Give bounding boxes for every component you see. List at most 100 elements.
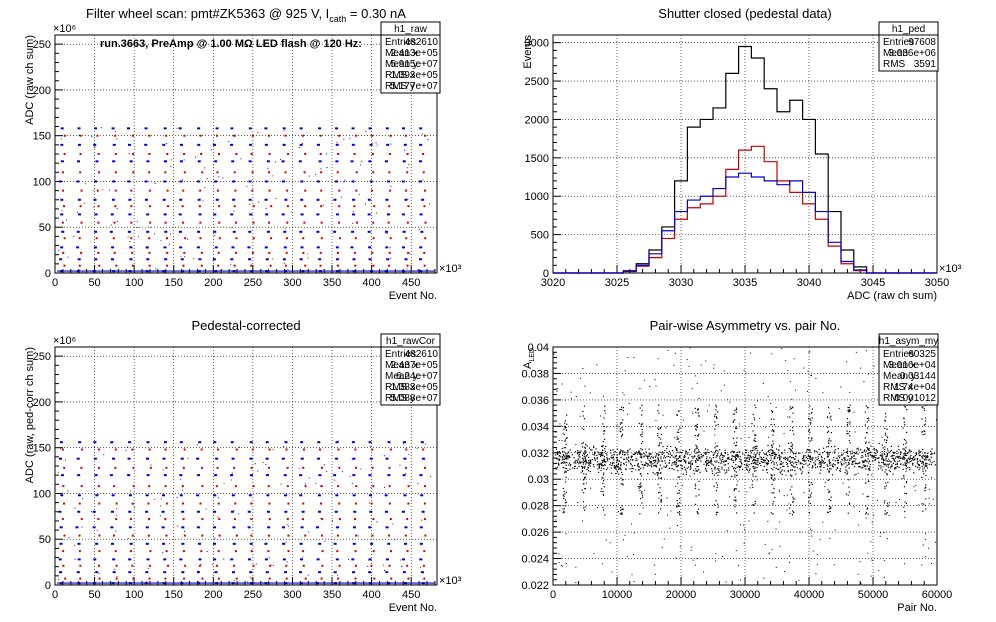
point-blue xyxy=(94,127,98,130)
point-stray xyxy=(233,510,235,512)
point-blue xyxy=(198,441,202,444)
point-stray xyxy=(326,471,328,473)
point-spike xyxy=(658,428,660,430)
point-stray xyxy=(360,468,362,470)
point-blue xyxy=(333,474,337,477)
point-spike xyxy=(827,511,829,513)
point-red xyxy=(302,502,305,505)
point-stray xyxy=(351,483,353,485)
point-spike xyxy=(828,470,830,472)
point-stray xyxy=(195,156,197,158)
point-blue xyxy=(163,571,167,574)
point-sparse xyxy=(921,564,923,566)
point-spike xyxy=(905,492,907,495)
point-spike xyxy=(677,511,679,514)
point-sparse xyxy=(570,398,572,400)
point-blue xyxy=(264,127,268,130)
point-spike xyxy=(713,504,715,506)
point-spike xyxy=(773,501,775,503)
point-spike xyxy=(902,448,904,450)
point xyxy=(562,454,565,456)
point xyxy=(597,451,599,453)
point-spike xyxy=(904,501,906,503)
point xyxy=(675,455,677,457)
point xyxy=(748,457,750,459)
stats-value: 5.088e+07 xyxy=(390,393,438,404)
point-blue xyxy=(109,474,113,477)
point xyxy=(796,467,799,469)
point-red xyxy=(79,577,82,580)
point-blue xyxy=(94,474,98,477)
point-spike xyxy=(620,509,622,511)
point-stray xyxy=(384,486,386,488)
point-sparse xyxy=(667,514,669,516)
point xyxy=(719,456,721,458)
point-red xyxy=(183,550,186,553)
point xyxy=(873,449,875,451)
point xyxy=(630,455,632,457)
point xyxy=(795,473,797,475)
point xyxy=(744,449,747,451)
point-spike xyxy=(752,462,754,464)
point xyxy=(916,459,918,461)
point-spike xyxy=(733,442,735,444)
point-stray xyxy=(267,167,269,169)
point xyxy=(578,454,580,456)
point xyxy=(764,459,766,461)
point-blue xyxy=(197,160,201,163)
stats-key: Mean y xyxy=(385,59,418,70)
point xyxy=(706,464,708,466)
point-red xyxy=(217,577,220,580)
point-blue xyxy=(145,526,149,529)
point-spike xyxy=(657,427,659,429)
point-blue xyxy=(58,510,62,513)
point xyxy=(909,469,911,471)
point xyxy=(846,455,848,457)
point xyxy=(759,456,761,458)
point-stray xyxy=(280,483,282,485)
point-spike xyxy=(657,471,659,474)
point xyxy=(694,449,696,451)
point-spike xyxy=(845,451,848,454)
point-spike xyxy=(809,431,811,434)
point-red xyxy=(321,550,324,553)
point-blue xyxy=(300,246,304,249)
point-sparse xyxy=(602,450,604,452)
point xyxy=(918,449,920,451)
point xyxy=(688,462,690,465)
point xyxy=(748,458,750,461)
point-spike xyxy=(754,466,756,468)
point-sparse xyxy=(888,514,890,516)
point-red xyxy=(199,237,202,240)
point-blue xyxy=(77,558,81,561)
point-red xyxy=(287,534,290,537)
point-red xyxy=(286,485,289,488)
point xyxy=(809,455,812,457)
point-blue xyxy=(232,230,236,233)
point-stray xyxy=(147,558,149,560)
point xyxy=(837,460,839,462)
point xyxy=(839,455,841,457)
point-spike xyxy=(622,429,624,431)
point xyxy=(707,461,710,463)
point-blue xyxy=(230,441,234,444)
point xyxy=(721,458,724,461)
point xyxy=(649,461,651,463)
point xyxy=(666,448,668,450)
point-red xyxy=(166,189,169,192)
point-spike xyxy=(811,437,813,439)
point-spike xyxy=(792,496,794,498)
point-sparse xyxy=(928,497,930,499)
point xyxy=(664,460,666,462)
point xyxy=(638,466,641,468)
point-blue xyxy=(179,494,183,497)
point xyxy=(653,465,655,467)
point xyxy=(596,458,598,460)
point-spike xyxy=(602,452,604,454)
point-spike xyxy=(621,422,623,424)
point xyxy=(803,460,806,462)
point xyxy=(763,456,765,458)
point-stray xyxy=(405,473,407,475)
point-spike xyxy=(736,474,738,477)
point-spike xyxy=(563,433,565,436)
